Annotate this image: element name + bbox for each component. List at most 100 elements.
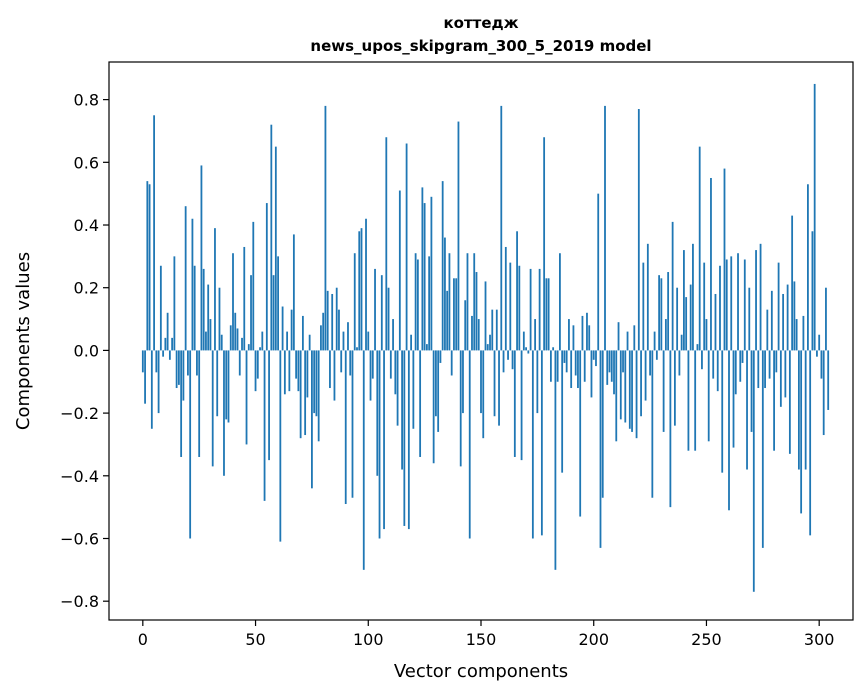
bar-47	[247, 344, 250, 351]
bar-248	[701, 350, 703, 370]
bar-202	[597, 193, 600, 351]
bar-297	[811, 231, 814, 351]
bar-26	[200, 165, 203, 351]
bar-214	[624, 350, 627, 423]
bar-198	[588, 325, 591, 351]
bar-224	[646, 243, 649, 351]
bar-234	[669, 350, 672, 508]
bar-201	[595, 350, 597, 367]
bar-264	[737, 253, 739, 351]
bar-3	[148, 184, 151, 351]
bar-18	[182, 350, 185, 401]
bar-20	[187, 350, 189, 376]
bar-246	[696, 344, 699, 351]
bar-271	[752, 350, 755, 592]
bar-261	[730, 256, 733, 351]
bar-121	[414, 253, 417, 351]
bar-85	[333, 350, 336, 401]
y-tick-label: 0.2	[74, 279, 99, 298]
bar-237	[676, 287, 679, 351]
bar-29	[207, 284, 210, 351]
bar-60	[277, 256, 279, 351]
bar-236	[673, 350, 676, 426]
bar-5	[153, 115, 155, 351]
bar-204	[601, 350, 604, 498]
bar-281	[775, 350, 778, 373]
bar-208	[610, 350, 613, 382]
bar-253	[712, 350, 715, 379]
bar-164	[511, 350, 514, 370]
bar-56	[268, 350, 270, 461]
bar-167	[518, 265, 521, 351]
bar-38	[227, 350, 230, 423]
bar-168	[520, 350, 523, 461]
bar-82	[326, 290, 329, 351]
bar-223	[644, 350, 647, 401]
bar-97	[360, 228, 363, 351]
bar-111	[392, 319, 394, 351]
bar-166	[516, 231, 518, 351]
x-tick-label: 0	[138, 630, 148, 649]
bar-304	[827, 350, 830, 410]
bar-6	[155, 350, 158, 373]
bar-177	[540, 350, 543, 536]
bar-221	[640, 350, 642, 417]
bar-117	[405, 143, 408, 351]
bar-49	[252, 221, 255, 351]
chart-title-line1: коттедж	[443, 14, 518, 32]
bar-173	[531, 350, 534, 539]
bar-213	[622, 350, 624, 373]
bar-292	[800, 350, 803, 514]
bar-220	[637, 109, 640, 351]
bar-17	[180, 350, 183, 457]
bar-155	[491, 309, 494, 351]
bar-266	[741, 350, 744, 363]
bar-36	[223, 350, 225, 476]
bar-272	[755, 250, 757, 351]
bar-147	[473, 253, 476, 351]
bar-120	[412, 350, 415, 429]
bar-298	[813, 83, 816, 351]
bar-226	[651, 350, 654, 498]
bar-115	[401, 350, 403, 470]
x-tick-label: 250	[691, 630, 722, 649]
bar-258	[723, 168, 726, 351]
bar-62	[281, 306, 284, 351]
bar-273	[757, 350, 760, 389]
bar-84	[331, 293, 334, 351]
bar-48	[250, 275, 252, 351]
bar-146	[471, 315, 473, 351]
bar-169	[522, 331, 525, 351]
bar-256	[719, 265, 721, 351]
bar-263	[734, 350, 737, 395]
bar-68	[295, 350, 298, 379]
bar-91	[347, 322, 349, 351]
bar-31	[211, 350, 214, 467]
bar-94	[353, 253, 356, 351]
bar-89	[342, 331, 345, 351]
bar-287	[788, 350, 791, 454]
bar-134	[444, 237, 446, 351]
bar-100	[367, 331, 370, 351]
bar-289	[793, 281, 796, 351]
bar-128	[430, 196, 433, 351]
bar-245	[694, 350, 697, 451]
bar-260	[728, 350, 730, 511]
bar-283	[779, 350, 782, 407]
bar-211	[617, 322, 620, 351]
bar-66	[290, 309, 293, 351]
y-tick-label: 0.4	[74, 216, 99, 235]
bar-131	[437, 350, 440, 432]
bar-265	[739, 350, 742, 382]
bar-112	[394, 350, 397, 395]
bar-106	[380, 275, 383, 351]
bar-242	[687, 350, 690, 451]
bar-187	[563, 350, 566, 363]
bar-284	[782, 293, 785, 351]
bar-1	[144, 350, 146, 404]
bar-67	[292, 234, 295, 351]
bar-35	[220, 334, 223, 351]
bar-172	[529, 268, 532, 351]
bar-267	[743, 259, 746, 351]
bar-99	[365, 218, 367, 351]
